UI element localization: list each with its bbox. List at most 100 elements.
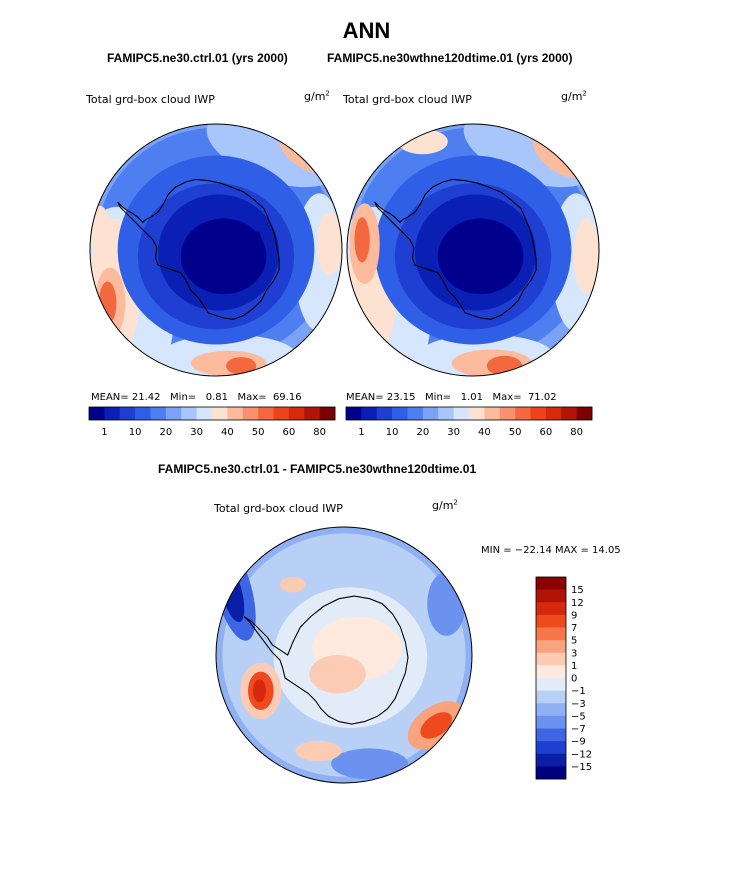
left-colorbar-swatch bbox=[119, 407, 136, 420]
left-colorbar-swatch bbox=[258, 407, 274, 420]
diff-contour-region bbox=[280, 576, 306, 593]
diff-colorbar-tick-label: 5 bbox=[571, 636, 577, 647]
right-colorbar-swatch bbox=[484, 407, 501, 420]
right-field-label: Total grd-box cloud IWP bbox=[343, 93, 472, 106]
left-units-label: g/m2 bbox=[304, 89, 330, 103]
diff-colorbar-frame bbox=[535, 576, 567, 780]
right-colorbar-swatch bbox=[515, 407, 531, 420]
right-contour-region bbox=[397, 129, 448, 155]
right-map-group bbox=[346, 123, 600, 377]
left-colorbar-tick-label: 80 bbox=[313, 427, 326, 438]
right-colorbar-swatch bbox=[499, 407, 516, 420]
diff-colorbar-swatch bbox=[536, 678, 566, 691]
left-field-label: Total grd-box cloud IWP bbox=[86, 93, 215, 106]
left-border bbox=[89, 123, 343, 377]
diff-field-label: Total grd-box cloud IWP bbox=[214, 502, 343, 515]
left-colorbar-swatch bbox=[150, 407, 167, 420]
diff-colorbar-swatch bbox=[536, 577, 566, 590]
left-colorbar-swatch bbox=[273, 407, 290, 420]
right-colorbar-tick-label: 30 bbox=[447, 427, 460, 438]
diff-colorbar-tick-label: 1 bbox=[571, 661, 577, 672]
diff-colorbar-swatch bbox=[536, 690, 566, 704]
diff-colorbar-tick-label: 0 bbox=[571, 674, 577, 685]
diff-map-group bbox=[215, 526, 473, 784]
left-colorbar-swatch bbox=[304, 407, 320, 420]
left-contour-region bbox=[90, 205, 111, 257]
diff-contour-region bbox=[309, 655, 366, 694]
left-contour-region bbox=[226, 357, 257, 375]
right-colorbar-tick-label: 10 bbox=[386, 427, 399, 438]
diff-colorbar-tick-label: −15 bbox=[571, 762, 592, 773]
right-colorbar-swatch bbox=[576, 407, 593, 420]
right-coastline bbox=[374, 178, 537, 320]
diff-colorbar-tick-label: 12 bbox=[571, 598, 584, 609]
left-colorbar-swatch bbox=[135, 407, 151, 420]
left-colorbar-tick-label: 10 bbox=[129, 427, 142, 438]
diff-colorbar-swatch bbox=[536, 640, 566, 654]
left-colorbar-swatch bbox=[104, 407, 121, 420]
right-colorbar-swatch bbox=[422, 407, 439, 420]
diff-colorbar-tick-label: −3 bbox=[571, 699, 586, 710]
left-colorbar-swatch bbox=[196, 407, 213, 420]
right-colorbar-tick-label: 80 bbox=[570, 427, 583, 438]
diff-contour-region bbox=[420, 712, 452, 739]
diff-colorbar-swatch bbox=[536, 614, 566, 628]
diff-colorbar-tick-label: 9 bbox=[571, 610, 577, 621]
diff-colorbar-tick-label: 3 bbox=[571, 648, 577, 659]
right-stats: MEAN= 23.15 Min= 1.01 Max= 71.02 bbox=[346, 392, 557, 403]
right-field bbox=[347, 124, 599, 376]
page-title: ANN bbox=[342, 18, 391, 43]
right-colorbar-swatch bbox=[361, 407, 378, 420]
right-colorbar: 1 10 20 30 40 50 60 80 bbox=[345, 406, 593, 438]
right-colorbar-swatch bbox=[376, 407, 393, 420]
left-coastline bbox=[117, 178, 280, 320]
diff-field bbox=[216, 527, 472, 783]
diff-units-label: g/m2 bbox=[432, 498, 458, 512]
diff-minmax: MIN = −22.14 MAX = 14.05 bbox=[481, 545, 621, 556]
right-case-title: FAMIPC5.ne30wthne120dtime.01 (yrs 2000) bbox=[327, 51, 573, 65]
diff-colorbar-swatch bbox=[536, 741, 566, 755]
right-colorbar-swatch bbox=[438, 407, 454, 420]
diff-contour-region bbox=[427, 571, 466, 636]
diff-border bbox=[215, 526, 473, 784]
right-colorbar-tick-label: 50 bbox=[509, 427, 522, 438]
left-colorbar-swatch bbox=[227, 407, 244, 420]
diff-colorbar-tick-label: −1 bbox=[571, 686, 586, 697]
diff-colorbar-tick-label: −9 bbox=[571, 737, 586, 748]
left-colorbar-tick-label: 40 bbox=[221, 427, 234, 438]
diff-colorbar-swatch bbox=[536, 703, 566, 717]
left-stats: MEAN= 21.42 Min= 0.81 Max= 69.16 bbox=[91, 392, 302, 403]
right-border bbox=[346, 123, 600, 377]
diff-colorbar-swatch bbox=[536, 602, 566, 616]
right-colorbar-tick-label: 20 bbox=[417, 427, 430, 438]
diff-colorbar-swatch bbox=[536, 728, 566, 742]
right-colorbar-swatch bbox=[545, 407, 562, 420]
right-colorbar-swatch bbox=[561, 407, 577, 420]
diff-colorbar-swatch bbox=[536, 753, 566, 767]
left-colorbar-tick-label: 60 bbox=[283, 427, 296, 438]
right-colorbar-swatch bbox=[392, 407, 408, 420]
left-colorbar-tick-label: 50 bbox=[252, 427, 265, 438]
diff-colorbar-swatch bbox=[536, 665, 566, 679]
diff-colorbar-tick-label: 7 bbox=[571, 623, 577, 634]
left-colorbar-swatch bbox=[181, 407, 197, 420]
right-colorbar-swatch bbox=[407, 407, 424, 420]
diff-colorbar-swatch bbox=[536, 652, 566, 666]
diff-colorbar-tick-label: −5 bbox=[571, 711, 586, 722]
diff-colorbar-swatch bbox=[536, 627, 566, 641]
left-map-group bbox=[89, 123, 343, 377]
diff-contour-region bbox=[331, 748, 408, 780]
diff-contour-region bbox=[253, 679, 266, 703]
right-contour-region bbox=[437, 218, 524, 295]
left-colorbar-swatch bbox=[212, 407, 228, 420]
left-contour-region bbox=[246, 231, 262, 282]
diff-contour-region bbox=[295, 740, 342, 762]
left-contour-region bbox=[316, 212, 342, 276]
diff-colorbar-swatch bbox=[536, 766, 566, 780]
left-contour-region bbox=[180, 218, 267, 295]
right-units-label: g/m2 bbox=[561, 89, 587, 103]
right-colorbar-tick-label: 1 bbox=[358, 427, 364, 438]
left-colorbar-swatch bbox=[242, 407, 259, 420]
diff-colorbar-tick-label: −7 bbox=[571, 724, 586, 735]
diff-colorbar-tick-label: −12 bbox=[571, 749, 592, 760]
